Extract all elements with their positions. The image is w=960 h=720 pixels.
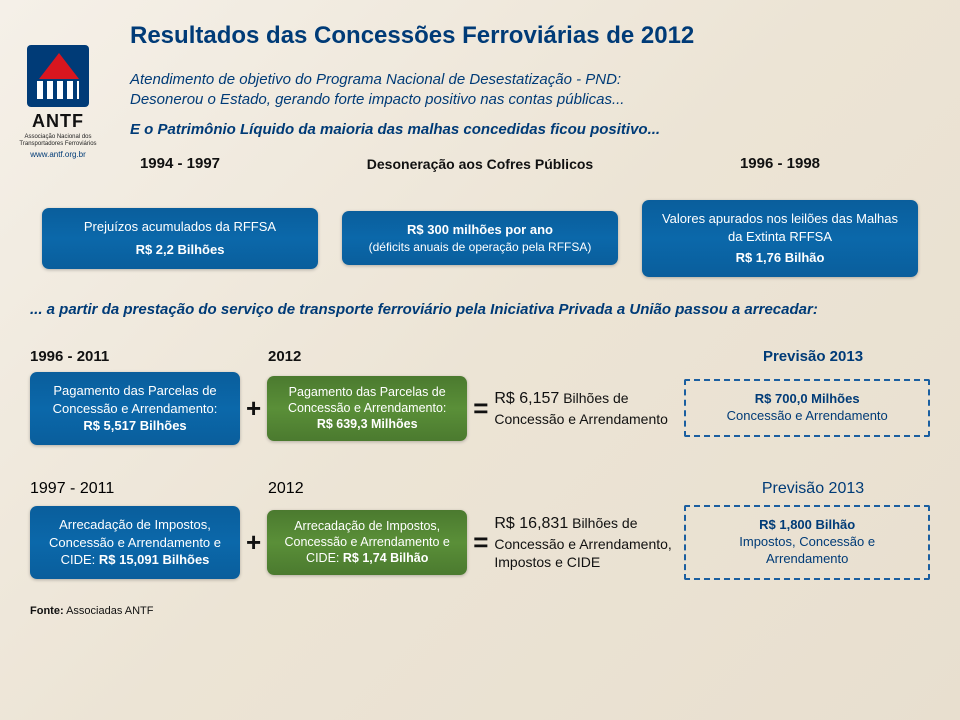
box-text: (déficits anuais de operação pela RFFSA) [354, 239, 606, 255]
plus-icon: + [240, 393, 267, 424]
previsao-2013-b: Previsão 2013 [696, 480, 930, 498]
previsao-desc: Concessão e Arrendamento [698, 408, 916, 425]
previsao-value: R$ 1,800 Bilhão [698, 517, 916, 534]
section1-headers: 1994 - 1997 Desoneração aos Cofres Públi… [30, 155, 930, 172]
source-note: Fonte: Associadas ANTF [30, 605, 153, 617]
box-parcelas-2012: Pagamento das Parcelas de Concessão e Ar… [267, 376, 467, 441]
section1-boxes: Prejuízos acumulados da RFFSA R$ 2,2 Bil… [30, 200, 930, 277]
antf-acronym: ANTF [18, 111, 98, 132]
desoneracao-label: Desoneração aos Cofres Públicos [330, 156, 630, 172]
period-1996-1998: 1996 - 1998 [630, 155, 930, 172]
box-value: R$ 1,76 Bilhão [654, 249, 906, 267]
plus-icon: + [240, 527, 267, 558]
period-2012-a: 2012 [268, 348, 468, 365]
box-text: Pagamento das Parcelas de Concessão e Ar… [277, 384, 457, 417]
antf-logo: ANTF Associação Nacional dos Transportad… [18, 45, 98, 159]
box-leiloes-rffsa: Valores apurados nos leilões das Malhas … [642, 200, 918, 277]
rowB-headers: 1997 - 2011 2012 Previsão 2013 [30, 480, 930, 498]
previsao-desc: Impostos, Concessão e Arrendamento [698, 534, 916, 568]
box-value: R$ 1,74 Bilhão [343, 551, 428, 565]
subtitle-2: E o Patrimônio Líquido da maioria das ma… [130, 121, 930, 138]
box-text: Prejuízos acumulados da RFFSA [54, 218, 306, 236]
rowA-headers: 1996 - 2011 2012 Previsão 2013 [30, 348, 930, 365]
period-2012-b: 2012 [268, 480, 468, 498]
previsao-box-a: R$ 700,0 Milhões Concessão e Arrendament… [684, 379, 930, 437]
period-1994-1997: 1994 - 1997 [30, 155, 330, 172]
subtitle-block: Atendimento de objetivo do Programa Naci… [130, 70, 930, 138]
box-value: R$ 639,3 Milhões [277, 416, 457, 432]
period-1997-2011: 1997 - 2011 [30, 480, 240, 498]
previsao-value: R$ 700,0 Milhões [698, 391, 916, 408]
box-text: Pagamento das Parcelas de Concessão e Ar… [42, 382, 228, 417]
box-text: Valores apurados nos leilões das Malhas … [654, 210, 906, 245]
box-value: R$ 300 milhões por ano [354, 221, 606, 239]
box-300mi-ano: R$ 300 milhões por ano (déficits anuais … [342, 211, 618, 265]
total-concessao-b: R$ 16,831 Bilhões de Concessão e Arrenda… [494, 514, 684, 571]
page-title: Resultados das Concessões Ferroviárias d… [130, 22, 930, 50]
total-concessao-a: R$ 6,157 Bilhões de Concessão e Arrendam… [494, 389, 684, 428]
subtitle-1: Atendimento de objetivo do Programa Naci… [130, 70, 930, 111]
previsao-box-b: R$ 1,800 Bilhão Impostos, Concessão e Ar… [684, 505, 930, 580]
box-impostos-1997-2011: Arrecadação de Impostos, Concessão e Arr… [30, 506, 240, 579]
antf-logo-icon [27, 45, 89, 107]
antf-fullname: Associação Nacional dos Transportadores … [18, 134, 98, 147]
equals-icon: = [467, 393, 494, 424]
box-value: R$ 2,2 Bilhões [54, 241, 306, 259]
box-parcelas-1996-2011: Pagamento das Parcelas de Concessão e Ar… [30, 372, 240, 445]
rowB: Arrecadação de Impostos, Concessão e Arr… [30, 505, 930, 580]
previsao-2013-a: Previsão 2013 [696, 348, 930, 365]
section2-text: ... a partir da prestação do serviço de … [30, 300, 930, 320]
rowA: Pagamento das Parcelas de Concessão e Ar… [30, 372, 930, 445]
box-prejuizos-rffsa: Prejuízos acumulados da RFFSA R$ 2,2 Bil… [42, 208, 318, 269]
period-1996-2011: 1996 - 2011 [30, 348, 240, 365]
box-impostos-2012: Arrecadação de Impostos, Concessão e Arr… [267, 510, 467, 575]
equals-icon: = [467, 527, 494, 558]
box-value: R$ 5,517 Bilhões [42, 417, 228, 435]
box-value: R$ 15,091 Bilhões [99, 552, 210, 567]
